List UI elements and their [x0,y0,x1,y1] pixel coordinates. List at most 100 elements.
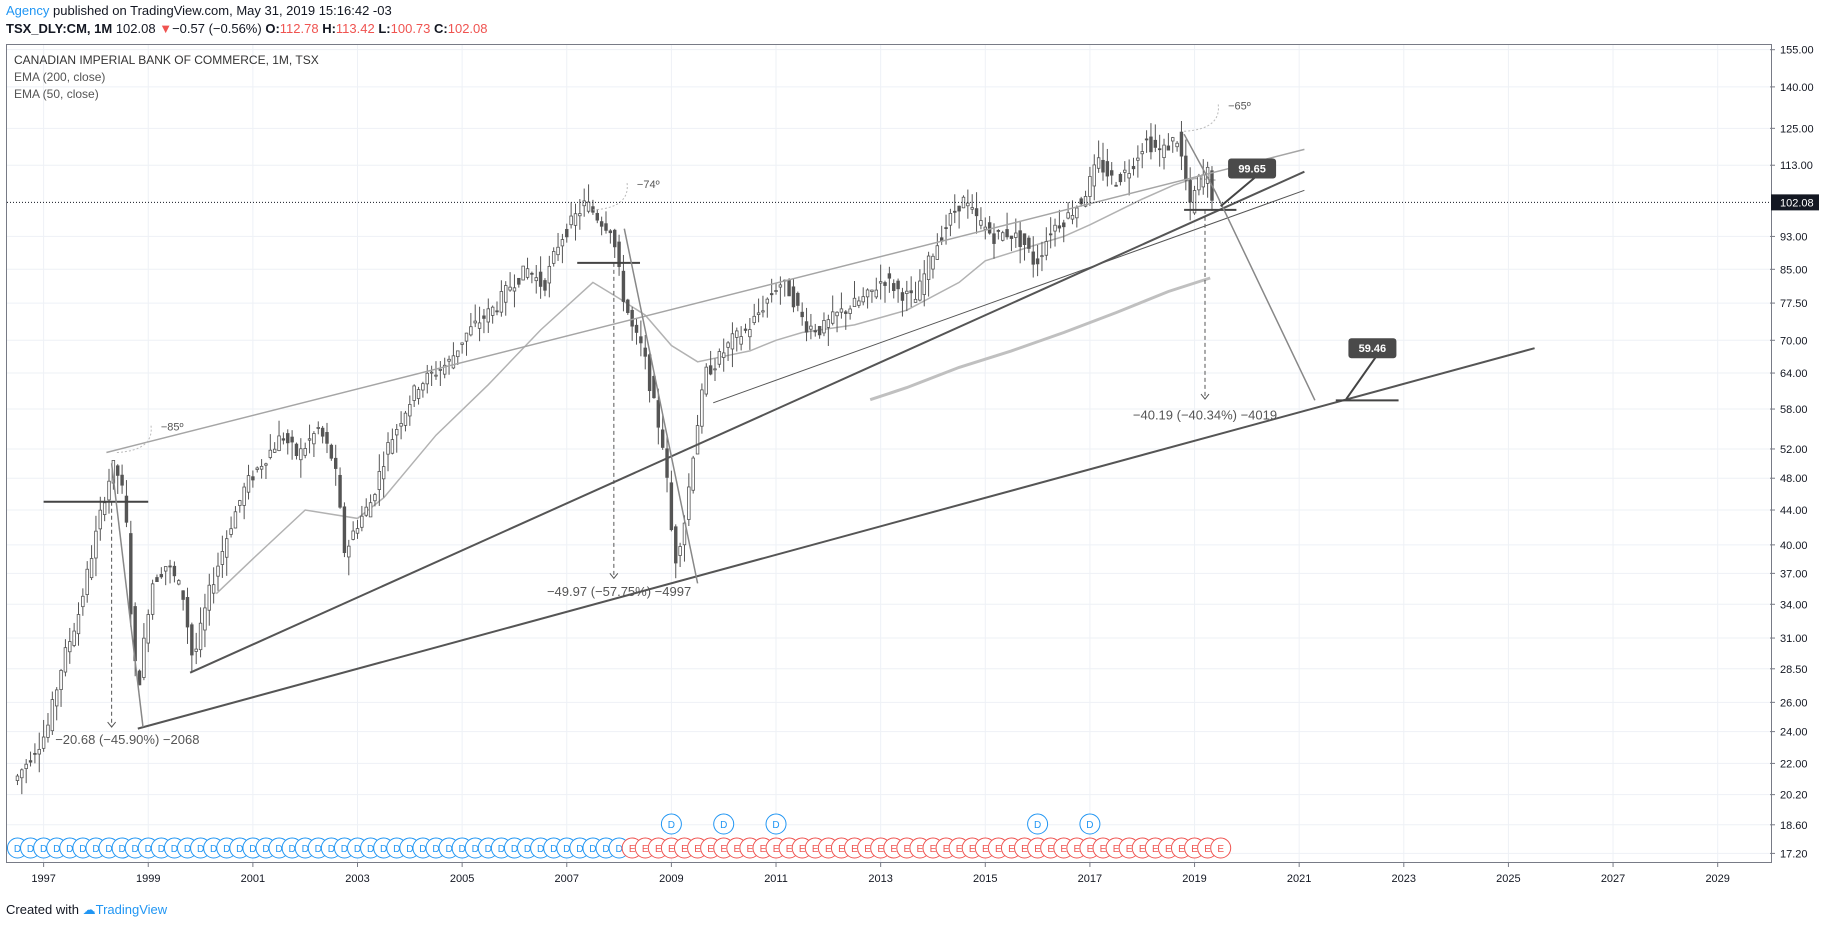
event-letter: E [903,844,910,855]
candle-body [150,583,155,615]
event-letter: E [864,844,871,855]
event-letter: D [288,844,295,855]
time-tick-label: 2003 [345,873,369,885]
candle-body [307,438,312,441]
price-tick-label: 40.00 [1780,540,1808,552]
projection-line [623,228,699,584]
high-value: 113.42 [335,21,375,36]
candle-body [434,374,438,377]
time-tick-label: 2027 [1601,873,1625,885]
candle-body [1101,159,1105,173]
candle-body [89,558,94,579]
candle-body [1027,237,1031,249]
candle-body [669,482,674,531]
candle-body [743,328,748,331]
price-tick-label: 24.00 [1780,727,1808,739]
time-axis: 1997 1999 2001 2003 2005 2007 2009 2011 2013 2015… [31,862,1730,885]
candle-body [608,230,613,234]
price-tick-label: 113.00 [1780,160,1813,172]
candle-body [953,210,957,213]
candle-body [586,201,591,212]
event-letter: E [720,844,727,855]
price-tick-label: 52.00 [1780,444,1808,456]
candle-body [1179,131,1184,157]
time-tick-label: 2021 [1287,873,1311,885]
candle-body [983,226,987,230]
event-letter: D [14,844,21,855]
candle-body [1035,258,1040,265]
close-label: C: [434,21,448,36]
footer-brand[interactable]: TradingView [95,902,168,917]
candle-body [281,438,286,441]
candle-body [102,502,107,515]
event-letter: E [786,844,793,855]
event-letter: D [380,844,387,855]
candle-body [1201,174,1205,188]
candle-body [643,347,647,357]
candle-body [1140,151,1144,155]
time-tick-label: 2005 [450,873,474,885]
price-tick-label: 18.60 [1780,820,1808,832]
low-value: 100.73 [390,21,431,36]
candle-body [41,736,46,749]
event-letter: D [419,844,426,855]
event-letter: E [773,844,780,855]
candle-body [303,448,307,456]
candle-body [94,530,98,559]
time-tick-label: 2019 [1182,873,1206,885]
event-letter: D [145,844,152,855]
candle-body [325,432,329,444]
event-letter: E [877,844,884,855]
event-letter: E [1191,844,1198,855]
author-link[interactable]: Agency [6,3,50,18]
candle-body [1031,251,1035,265]
candle-body [534,277,538,282]
event-letter: E [1178,844,1185,855]
candle-body [294,443,299,457]
price-chart[interactable]: −20.68 (−45.90%) −2068 −49.97 (−57.75%) −… [0,0,1828,900]
event-letter: E [642,844,649,855]
projection-line [1183,133,1316,401]
candle-body [207,584,211,611]
dividend-marker [713,813,735,835]
event-letter: E [1060,844,1067,855]
event-letter: D [354,844,361,855]
legend-ema200[interactable]: EMA (200, close) [14,70,105,84]
event-letter: D [615,844,622,855]
event-letter: E [917,844,924,855]
event-letter: D [524,844,531,855]
candle-body [464,332,469,342]
candle-body [926,255,931,280]
candle-body [486,308,491,323]
candle-body [822,320,826,334]
candle-body [1005,229,1009,238]
price-tick-label: 37.00 [1780,568,1808,580]
event-letter: D [550,844,557,855]
price-tick-label: 93.00 [1780,231,1808,243]
event-letter: D [105,844,112,855]
candle-body [678,546,682,556]
candle-body [761,310,765,313]
candle-body [334,457,338,469]
price-tick-label: 140.00 [1780,82,1814,94]
open-label: O: [265,21,280,36]
candle-body [957,205,961,212]
candle-body [700,389,704,427]
candle-body [944,227,948,230]
event-letter: E [1217,844,1224,855]
candle-body [264,463,268,466]
legend-ema50[interactable]: EMA (50, close) [14,87,99,101]
candle-body [272,448,277,453]
candle-body [347,545,351,558]
candle-body [399,423,403,427]
symbol-name[interactable]: TSX_DLY:CM, 1M [6,21,113,36]
candle-body [68,641,72,653]
candle-body [429,371,434,374]
event-letter: D [576,844,583,855]
candle-body [238,500,242,506]
event-letter: D [563,844,570,855]
candle-body [613,229,617,248]
time-tick-label: 2015 [973,873,997,885]
candle-body [565,228,569,238]
candle-body [72,630,76,646]
